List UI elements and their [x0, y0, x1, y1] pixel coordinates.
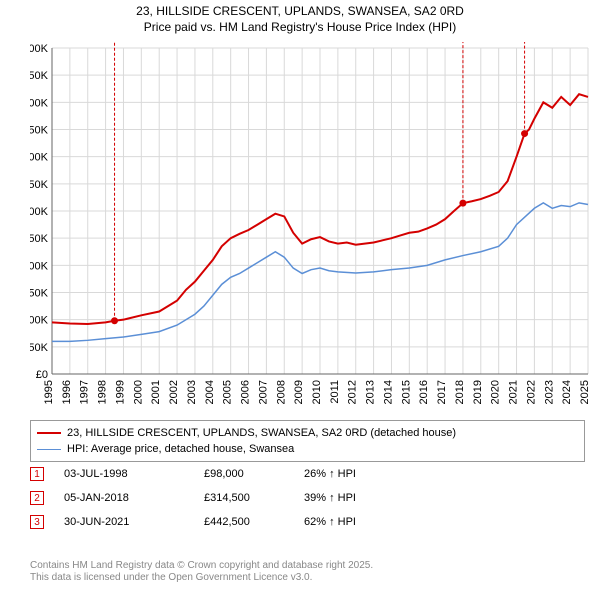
- svg-text:2014: 2014: [382, 380, 394, 404]
- svg-text:£100K: £100K: [30, 315, 49, 327]
- svg-text:2019: 2019: [472, 380, 484, 404]
- svg-text:2002: 2002: [168, 380, 180, 404]
- legend-label-hpi: HPI: Average price, detached house, Swan…: [67, 443, 294, 455]
- title-line-1: 23, HILLSIDE CRESCENT, UPLANDS, SWANSEA,…: [0, 4, 600, 20]
- footer-line-2: This data is licensed under the Open Gov…: [30, 572, 373, 584]
- svg-text:£300K: £300K: [30, 206, 49, 218]
- svg-text:2017: 2017: [436, 380, 448, 404]
- svg-text:2001: 2001: [150, 380, 162, 404]
- legend-swatch-property: [37, 432, 61, 434]
- svg-text:2016: 2016: [418, 380, 430, 404]
- svg-text:£250K: £250K: [30, 233, 49, 245]
- svg-text:2008: 2008: [275, 380, 287, 404]
- sale-date-2: 05-JAN-2018: [64, 492, 204, 504]
- title-line-2: Price paid vs. HM Land Registry's House …: [0, 20, 600, 36]
- chart-title-block: 23, HILLSIDE CRESCENT, UPLANDS, SWANSEA,…: [0, 0, 600, 35]
- sale-row-2: 2 05-JAN-2018 £314,500 39% ↑ HPI: [30, 486, 404, 510]
- svg-text:2003: 2003: [186, 380, 198, 404]
- svg-text:£50K: £50K: [30, 342, 49, 354]
- svg-text:2025: 2025: [579, 380, 590, 404]
- svg-text:2007: 2007: [257, 380, 269, 404]
- price-chart: £0 £50K £100K £150K £200K £250K £300K £350K £400…: [30, 42, 590, 412]
- sale-events-table: 1 03-JUL-1998 £98,000 26% ↑ HPI 2 05-JAN…: [30, 462, 404, 534]
- svg-text:2000: 2000: [132, 380, 144, 404]
- sale-price-2: £314,500: [204, 492, 304, 504]
- footer-attribution: Contains HM Land Registry data © Crown c…: [30, 560, 373, 584]
- svg-text:2024: 2024: [561, 380, 573, 404]
- svg-text:2009: 2009: [293, 380, 305, 404]
- sale-delta-2: 39% ↑ HPI: [304, 492, 404, 504]
- svg-text:2023: 2023: [543, 380, 555, 404]
- svg-text:2005: 2005: [222, 380, 234, 404]
- sale-marker-1: 1: [30, 467, 44, 481]
- svg-text:2013: 2013: [365, 380, 377, 404]
- svg-text:£500K: £500K: [30, 97, 49, 109]
- svg-text:£200K: £200K: [30, 260, 49, 272]
- svg-text:1997: 1997: [79, 380, 91, 404]
- svg-text:2018: 2018: [454, 380, 466, 404]
- svg-text:1995: 1995: [43, 380, 55, 404]
- sale-row-1: 1 03-JUL-1998 £98,000 26% ↑ HPI: [30, 462, 404, 486]
- sale-date-3: 30-JUN-2021: [64, 516, 204, 528]
- svg-text:£0: £0: [36, 369, 48, 381]
- svg-text:2015: 2015: [400, 380, 412, 404]
- svg-text:1998: 1998: [97, 380, 109, 404]
- sale-delta-1: 26% ↑ HPI: [304, 468, 404, 480]
- sale-row-3: 3 30-JUN-2021 £442,500 62% ↑ HPI: [30, 510, 404, 534]
- sale-delta-3: 62% ↑ HPI: [304, 516, 404, 528]
- svg-text:2020: 2020: [490, 380, 502, 404]
- svg-text:£450K: £450K: [30, 125, 49, 137]
- legend-label-property: 23, HILLSIDE CRESCENT, UPLANDS, SWANSEA,…: [67, 427, 456, 439]
- sale-price-1: £98,000: [204, 468, 304, 480]
- sale-price-3: £442,500: [204, 516, 304, 528]
- svg-text:2010: 2010: [311, 380, 323, 404]
- svg-text:£400K: £400K: [30, 152, 49, 164]
- svg-text:2021: 2021: [508, 380, 520, 404]
- svg-text:£150K: £150K: [30, 288, 49, 300]
- svg-text:2022: 2022: [525, 380, 537, 404]
- legend: 23, HILLSIDE CRESCENT, UPLANDS, SWANSEA,…: [30, 420, 585, 462]
- svg-text:£600K: £600K: [30, 43, 49, 55]
- sale-date-1: 03-JUL-1998: [64, 468, 204, 480]
- legend-item-property: 23, HILLSIDE CRESCENT, UPLANDS, SWANSEA,…: [37, 425, 578, 441]
- svg-text:£550K: £550K: [30, 70, 49, 82]
- svg-text:1996: 1996: [61, 380, 73, 404]
- svg-text:1999: 1999: [114, 380, 126, 404]
- svg-text:£350K: £350K: [30, 179, 49, 191]
- sale-marker-3: 3: [30, 515, 44, 529]
- svg-text:2006: 2006: [240, 380, 252, 404]
- svg-text:2011: 2011: [329, 380, 341, 404]
- sale-marker-2: 2: [30, 491, 44, 505]
- legend-swatch-hpi: [37, 449, 61, 450]
- legend-item-hpi: HPI: Average price, detached house, Swan…: [37, 441, 578, 457]
- footer-line-1: Contains HM Land Registry data © Crown c…: [30, 560, 373, 572]
- svg-text:2012: 2012: [347, 380, 359, 404]
- svg-text:2004: 2004: [204, 380, 216, 404]
